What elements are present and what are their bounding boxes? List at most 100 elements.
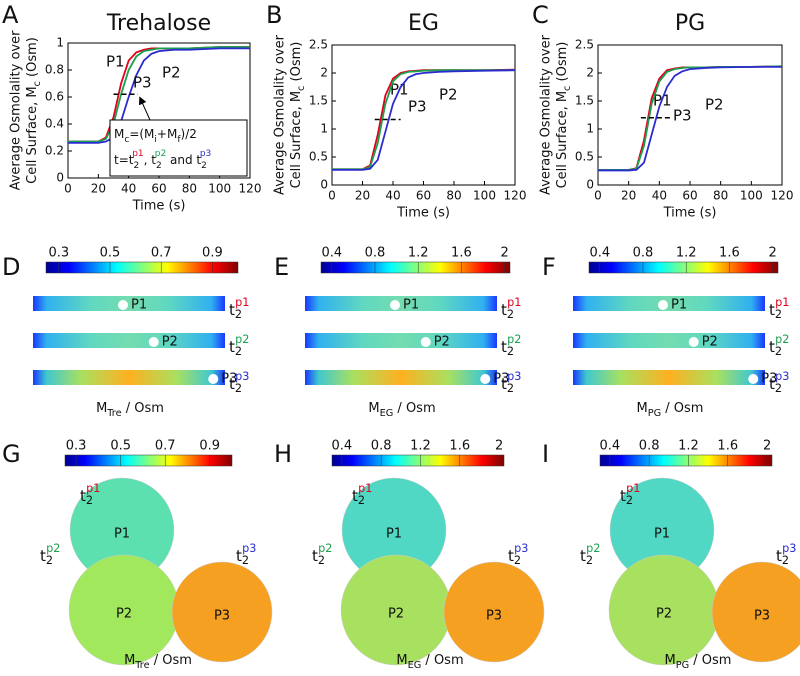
quantity-label-part: M <box>124 653 135 668</box>
cell-label: P1 <box>654 527 670 542</box>
annotation-text-part: , t <box>144 153 157 167</box>
colorbar-tick-label: 1.2 <box>676 246 697 261</box>
y-axis-label-part: (Osm) <box>555 42 570 86</box>
y-axis-label-part: Cell Surface, M <box>555 91 570 188</box>
colorbar-tick-label: 0.5 <box>100 246 121 261</box>
x-tick-label: 20 <box>355 189 370 203</box>
time-label-part: t <box>40 547 46 565</box>
time-label-part: 2 <box>586 554 593 567</box>
quantity-label-part: / Osm <box>393 401 435 416</box>
x-tick-label: 0 <box>594 189 602 203</box>
time-label-part: p2 <box>507 333 521 346</box>
quantity-label-part: M <box>637 401 648 416</box>
colorbar-tick-label: 1.2 <box>408 246 429 261</box>
colorbar-tick-label: 0.8 <box>365 246 386 261</box>
time-label-part: 2 <box>46 554 53 567</box>
annotation-text-part: )/2 <box>181 127 197 141</box>
quantity-label: MPG / Osm <box>637 401 704 420</box>
colorbar-tick-label: 0.8 <box>371 439 392 454</box>
time-label-part: 2 <box>235 345 242 358</box>
quantity-label-part: Tre <box>134 660 149 671</box>
series-label: P3 <box>408 98 427 116</box>
time-label: t2p1 <box>769 296 789 321</box>
chart-title: EG <box>408 11 439 36</box>
y-tick-label: 0.5 <box>575 150 594 164</box>
point-label: P2 <box>434 335 450 350</box>
point-label: P3 <box>493 372 509 387</box>
panel-letter: H <box>274 440 292 468</box>
point-label: P3 <box>761 372 777 387</box>
time-label-part: t <box>580 547 586 565</box>
y-tick-label: 1.5 <box>309 94 328 108</box>
quantity-label: MTre / Osm <box>96 401 164 420</box>
time-label: t2p1 <box>229 296 249 321</box>
time-label-part: t <box>769 338 775 356</box>
x-tick-label: 0 <box>328 189 336 203</box>
time-label-part: p3 <box>782 542 796 555</box>
arrow <box>138 96 151 121</box>
annotation-text-part: c <box>124 135 129 145</box>
y-tick-label: 0.2 <box>45 144 64 158</box>
y-axis-label: Cell Surface, Mc (Osm) <box>289 42 308 189</box>
time-label-part: p3 <box>775 370 789 383</box>
x-tick-label: 60 <box>151 182 166 196</box>
annotation-text-part: 2 <box>156 161 162 171</box>
time-label: t2p1 <box>620 482 640 507</box>
cell-label: P3 <box>214 609 230 624</box>
x-tick-label: 20 <box>621 189 636 203</box>
x-tick-label: 20 <box>91 182 106 196</box>
time-label: t2p2 <box>312 542 332 567</box>
strip <box>573 370 765 385</box>
time-label-part: t <box>501 338 507 356</box>
time-label: t2p2 <box>229 333 249 358</box>
point-marker <box>658 300 668 310</box>
y-axis-label-part: c <box>32 81 43 86</box>
panel-letter: B <box>266 1 282 29</box>
time-label: t2p1 <box>352 482 372 507</box>
series-label: P1 <box>106 53 125 71</box>
series-label: P2 <box>162 64 181 82</box>
y-axis-label: Average Osmolality over <box>273 34 288 195</box>
colorbar-tick-label: 1.2 <box>678 439 699 454</box>
time-label-part: t <box>620 487 626 505</box>
time-label-part: p1 <box>507 296 521 309</box>
annotation-box <box>109 119 248 177</box>
time-label: t2p2 <box>769 333 789 358</box>
time-label-part: p1 <box>775 296 789 309</box>
time-label-part: p1 <box>86 482 100 495</box>
colorbar-tick-label: 0.3 <box>48 246 69 261</box>
quantity-label-part: / Osm <box>661 401 703 416</box>
colorbar-tick-label: 1.6 <box>449 439 470 454</box>
colorbar <box>320 261 511 274</box>
time-label-part: p3 <box>507 370 521 383</box>
point-label: P1 <box>671 298 687 313</box>
y-tick-label: 1 <box>56 36 64 50</box>
y-tick-label: 2.5 <box>575 38 594 52</box>
time-label-part: p3 <box>235 370 249 383</box>
y-axis-label-part: (Osm) <box>289 42 304 86</box>
series-line <box>332 69 516 171</box>
y-tick-label: 0.5 <box>309 150 328 164</box>
time-label-part: p1 <box>358 482 372 495</box>
series-line <box>332 69 515 171</box>
x-axis-label: Time (s) <box>396 206 450 221</box>
annotation-text: t=t2p1, t2p2 and t2p3 <box>114 149 211 171</box>
series-label: P3 <box>133 74 152 92</box>
quantity-label-part: M <box>368 401 379 416</box>
colorbar-tick-label: 0.9 <box>202 246 223 261</box>
time-label-part: p2 <box>586 542 600 555</box>
time-label-part: 2 <box>626 494 633 507</box>
point-label: P2 <box>702 335 718 350</box>
time-label-part: t <box>236 547 242 565</box>
quantity-label-part: EG <box>408 660 422 671</box>
y-tick-label: 1 <box>320 122 328 136</box>
annotation-text-part: p2 <box>155 149 166 159</box>
x-tick-label: 100 <box>208 182 231 196</box>
time-label: t2p3 <box>501 370 521 395</box>
point-label: P1 <box>131 298 147 313</box>
y-tick-label: 1 <box>586 122 594 136</box>
time-label-part: p1 <box>626 482 640 495</box>
time-label-part: 2 <box>235 308 242 321</box>
colorbar-tick-label: 1.2 <box>410 439 431 454</box>
annotation-text-part: p1 <box>132 149 143 159</box>
